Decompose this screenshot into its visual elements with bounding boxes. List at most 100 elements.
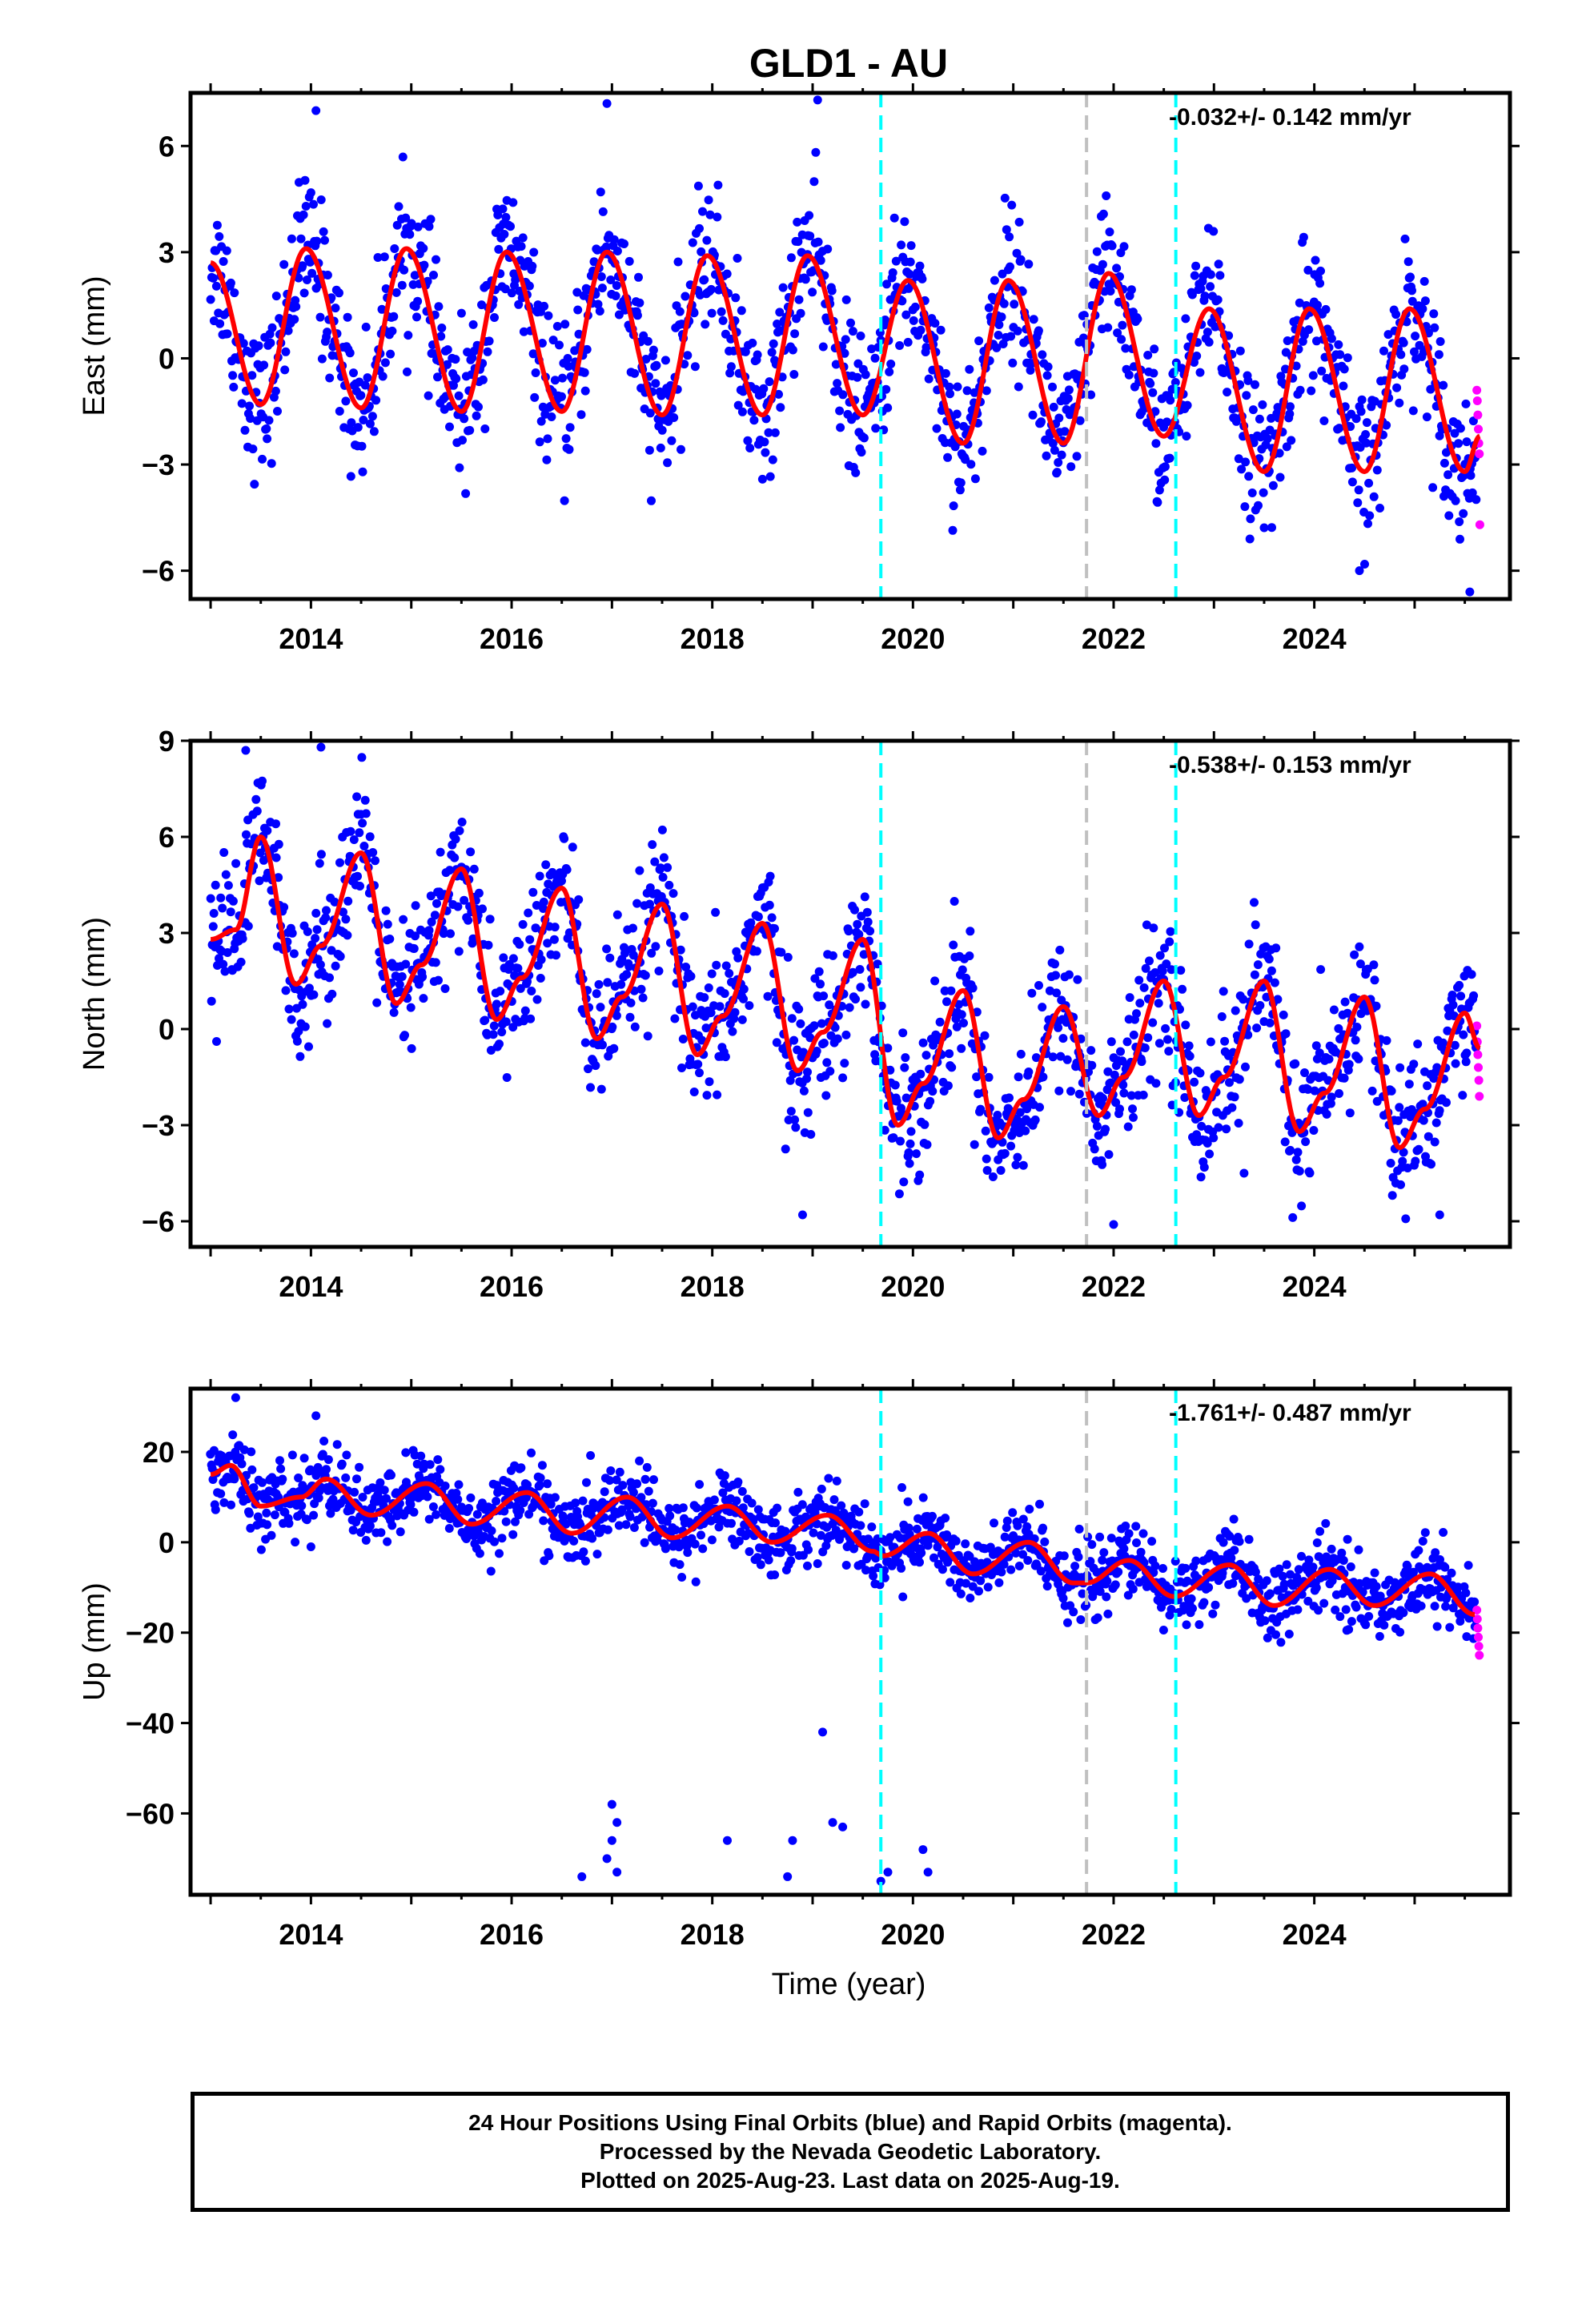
data-point <box>212 1037 221 1046</box>
data-point <box>359 416 368 424</box>
data-point <box>1037 417 1046 427</box>
data-point <box>941 368 950 378</box>
data-point <box>1311 255 1320 265</box>
data-point <box>1275 1564 1284 1574</box>
data-point <box>840 1511 849 1520</box>
data-point <box>689 308 699 318</box>
data-point <box>670 1014 680 1023</box>
data-point <box>709 1495 719 1505</box>
data-point <box>563 354 572 363</box>
data-point <box>1116 1047 1125 1056</box>
data-point <box>1339 1556 1348 1565</box>
data-point <box>774 389 783 399</box>
data-point <box>1361 1620 1371 1630</box>
data-point <box>1227 1103 1237 1112</box>
data-point <box>603 1525 612 1534</box>
data-point <box>1178 984 1187 994</box>
data-point <box>753 912 763 922</box>
data-point <box>676 945 685 955</box>
data-point <box>984 1072 994 1082</box>
data-point <box>749 416 759 425</box>
data-point <box>916 325 926 335</box>
data-point <box>515 939 524 949</box>
data-point <box>957 1043 966 1053</box>
data-point <box>811 147 821 157</box>
data-point <box>841 335 850 344</box>
data-point <box>838 1073 848 1083</box>
data-point <box>1123 1590 1133 1600</box>
data-point <box>1103 1609 1113 1618</box>
data-point <box>1209 1133 1219 1143</box>
data-point <box>769 339 778 348</box>
outlier-point <box>1355 566 1364 576</box>
data-point <box>345 348 355 358</box>
data-point <box>245 401 254 411</box>
data-point <box>796 308 805 318</box>
data-point <box>375 1478 385 1487</box>
data-point <box>861 370 870 380</box>
data-point <box>622 970 632 979</box>
data-point <box>291 1538 300 1547</box>
data-point <box>614 1521 624 1530</box>
rapid-point <box>1473 1050 1483 1059</box>
data-point <box>1158 1626 1168 1634</box>
data-point <box>1058 1594 1068 1603</box>
data-point <box>1244 939 1254 949</box>
data-point <box>287 1015 296 1024</box>
data-point <box>788 345 797 355</box>
data-point <box>492 1497 501 1506</box>
data-point <box>841 1561 851 1570</box>
data-point <box>620 239 628 248</box>
data-point <box>770 1570 780 1579</box>
data-point <box>1205 1149 1215 1159</box>
data-point <box>274 873 283 883</box>
data-point <box>681 963 691 971</box>
data-point <box>767 348 777 357</box>
data-point <box>1351 1035 1360 1045</box>
data-point <box>495 1549 504 1558</box>
data-point <box>891 256 901 266</box>
data-point <box>733 953 743 963</box>
data-point <box>273 407 282 416</box>
data-point <box>721 1052 730 1062</box>
data-point <box>396 1527 405 1537</box>
data-point <box>1295 1166 1304 1176</box>
data-point <box>706 284 716 294</box>
data-point <box>1255 414 1264 424</box>
data-point <box>516 983 525 993</box>
data-point <box>322 1465 331 1474</box>
data-point <box>1442 1098 1451 1108</box>
data-point <box>208 273 218 283</box>
data-point <box>343 896 353 906</box>
data-point <box>1280 1137 1290 1147</box>
data-point <box>1075 416 1085 425</box>
north-plot-area <box>206 742 1484 1229</box>
data-point <box>1011 1160 1021 1170</box>
data-point <box>905 1530 914 1539</box>
data-point <box>1184 1041 1194 1051</box>
data-point <box>759 384 769 393</box>
data-point <box>1145 956 1154 966</box>
data-point <box>1411 1156 1420 1166</box>
data-point <box>688 1002 697 1011</box>
data-point <box>474 402 483 412</box>
data-point <box>897 1483 906 1492</box>
data-point <box>910 302 920 312</box>
data-point <box>861 999 870 1009</box>
data-point <box>262 424 271 433</box>
data-point <box>1185 1051 1195 1061</box>
data-point <box>1119 242 1129 251</box>
data-point <box>596 1084 606 1094</box>
data-point <box>835 406 845 416</box>
data-point <box>1012 248 1022 258</box>
data-point <box>1103 1067 1113 1076</box>
data-point <box>982 1166 992 1175</box>
east-frame <box>188 90 1512 601</box>
data-point <box>1270 978 1279 987</box>
data-point <box>970 1140 979 1149</box>
data-point <box>226 278 235 287</box>
data-point <box>263 826 272 835</box>
data-point <box>518 233 528 243</box>
data-point <box>1251 920 1260 930</box>
data-point <box>365 832 375 842</box>
